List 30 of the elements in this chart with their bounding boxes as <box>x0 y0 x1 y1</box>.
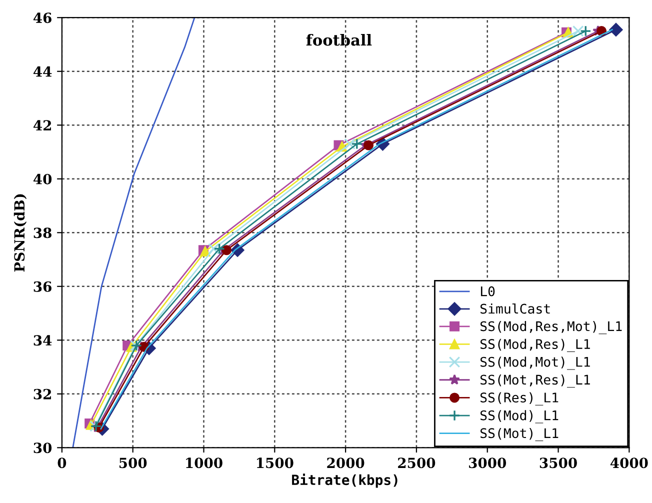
x-tick-label: 4000 <box>610 458 648 468</box>
y-tick-label: 30 <box>34 442 52 454</box>
legend-label: SS(Mod,Mot)_L1 <box>480 356 590 370</box>
x-tick-label: 0 <box>58 458 66 468</box>
legend-label: SS(Mod,Res,Mot)_L1 <box>480 320 622 334</box>
legend-label: L0 <box>480 286 495 296</box>
x-tick-label: 2500 <box>398 458 436 468</box>
x-tick-label: 3500 <box>540 458 577 468</box>
x-axis-title: Bitrate(kbps) <box>292 474 398 488</box>
x-tick-label: 2000 <box>327 458 364 468</box>
y-tick-label: 36 <box>34 281 52 292</box>
x-tick-label: 1500 <box>257 458 294 468</box>
legend-label: SS(Mod)_L1 <box>480 410 558 424</box>
y-tick-label: 44 <box>33 66 52 77</box>
annotation: football <box>306 34 372 46</box>
y-tick-label: 38 <box>34 228 52 238</box>
y-tick-label: 40 <box>33 174 52 184</box>
x-tick-label: 500 <box>119 458 147 468</box>
y-tick-label: 34 <box>34 335 52 346</box>
legend-label: SS(Mod,Res)_L1 <box>480 338 590 352</box>
legend-label: SS(Mot)_L1 <box>480 428 558 442</box>
y-tick-label: 46 <box>33 12 52 24</box>
legend-label: SS(Res)_L1 <box>480 392 558 406</box>
y-tick-label: 42 <box>33 120 51 130</box>
legend-label: SimulCast <box>480 303 550 314</box>
legend-label: SS(Mot,Res)_L1 <box>480 374 590 388</box>
y-axis-title: PSNR(dB) <box>14 194 27 272</box>
x-tick-label: 3000 <box>469 458 506 468</box>
x-tick-label: 1000 <box>186 458 222 468</box>
y-tick-label: 32 <box>34 388 51 400</box>
